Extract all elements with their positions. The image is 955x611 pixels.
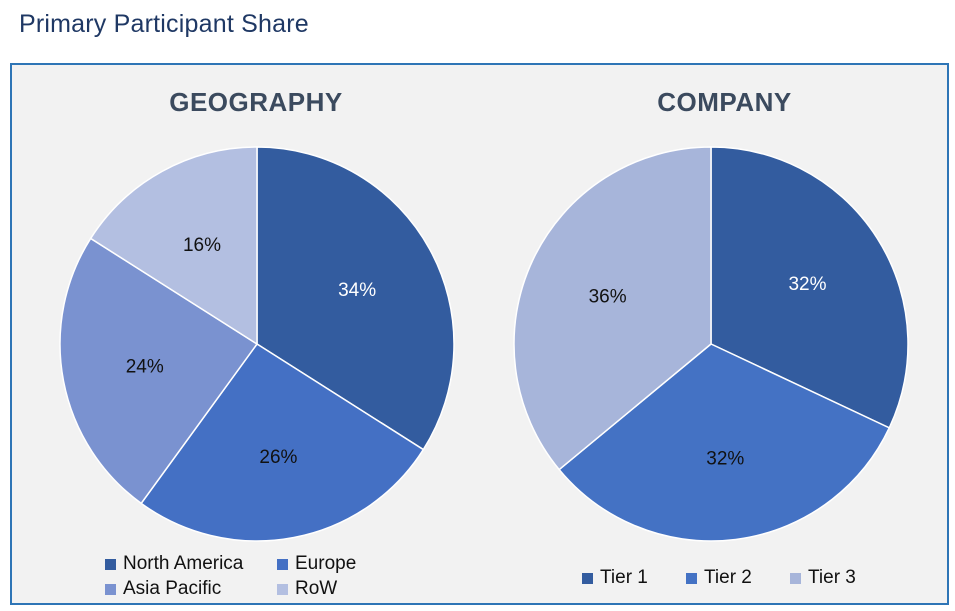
legend-swatch [277, 558, 288, 570]
legend-label: Europe [295, 553, 357, 574]
data-label-tier-1: 32% [788, 274, 826, 295]
company-chart-title: COMPANY [657, 87, 792, 117]
legend-item-north-america: North America [105, 553, 243, 575]
geography-pie: 34% 26% 24% 16% [59, 146, 455, 542]
legend-label: Asia Pacific [123, 578, 222, 599]
company-pie: 32% 32% 36% [513, 146, 909, 542]
company-chart: COMPANY 32% 32% 36% Tier 1 Tier 2 Tier 3 [500, 65, 949, 605]
legend-label: North America [123, 553, 244, 574]
pie-slice-tier-2 [558, 343, 891, 542]
legend-swatch [105, 583, 116, 595]
legend-label: RoW [295, 578, 338, 599]
legend-swatch [105, 558, 116, 570]
legend-item-row: RoW [277, 578, 337, 600]
geography-chart: GEOGRAPHY 34% 26% 24% 16% North America Euro… [12, 65, 500, 605]
data-label-north-america: 34% [338, 280, 376, 301]
pie-slice-europe [140, 342, 425, 542]
pie-slice-asia-pacific [59, 237, 259, 505]
page-title: Primary Participant Share [19, 10, 309, 38]
data-label-asia-pacific: 24% [126, 356, 164, 377]
legend-label: Tier 3 [808, 567, 856, 588]
legend-label: Tier 2 [704, 567, 752, 588]
legend-item-asia-pacific: Asia Pacific [105, 578, 221, 600]
data-label-tier-3: 36% [589, 286, 627, 307]
legend-swatch [582, 572, 593, 584]
chart-frame: GEOGRAPHY 34% 26% 24% 16% North America Euro… [10, 63, 949, 605]
legend-item-tier-3: Tier 3 [790, 567, 856, 589]
data-label-europe: 26% [259, 447, 297, 468]
legend-swatch [790, 572, 801, 584]
legend-item-tier-1: Tier 1 [582, 567, 648, 589]
pie-slice-north-america [256, 146, 455, 451]
legend-swatch [686, 572, 697, 584]
pie-slice-row [89, 146, 258, 346]
data-label-row: 16% [183, 235, 221, 256]
legend-label: Tier 1 [600, 567, 648, 588]
legend-item-tier-2: Tier 2 [686, 567, 752, 589]
pie-slice-tier-3 [513, 146, 712, 471]
legend-item-europe: Europe [277, 553, 356, 575]
geography-chart-title: GEOGRAPHY [169, 87, 343, 117]
legend-swatch [277, 583, 288, 595]
data-label-tier-2: 32% [706, 448, 744, 469]
pie-slice-tier-1 [710, 146, 909, 429]
